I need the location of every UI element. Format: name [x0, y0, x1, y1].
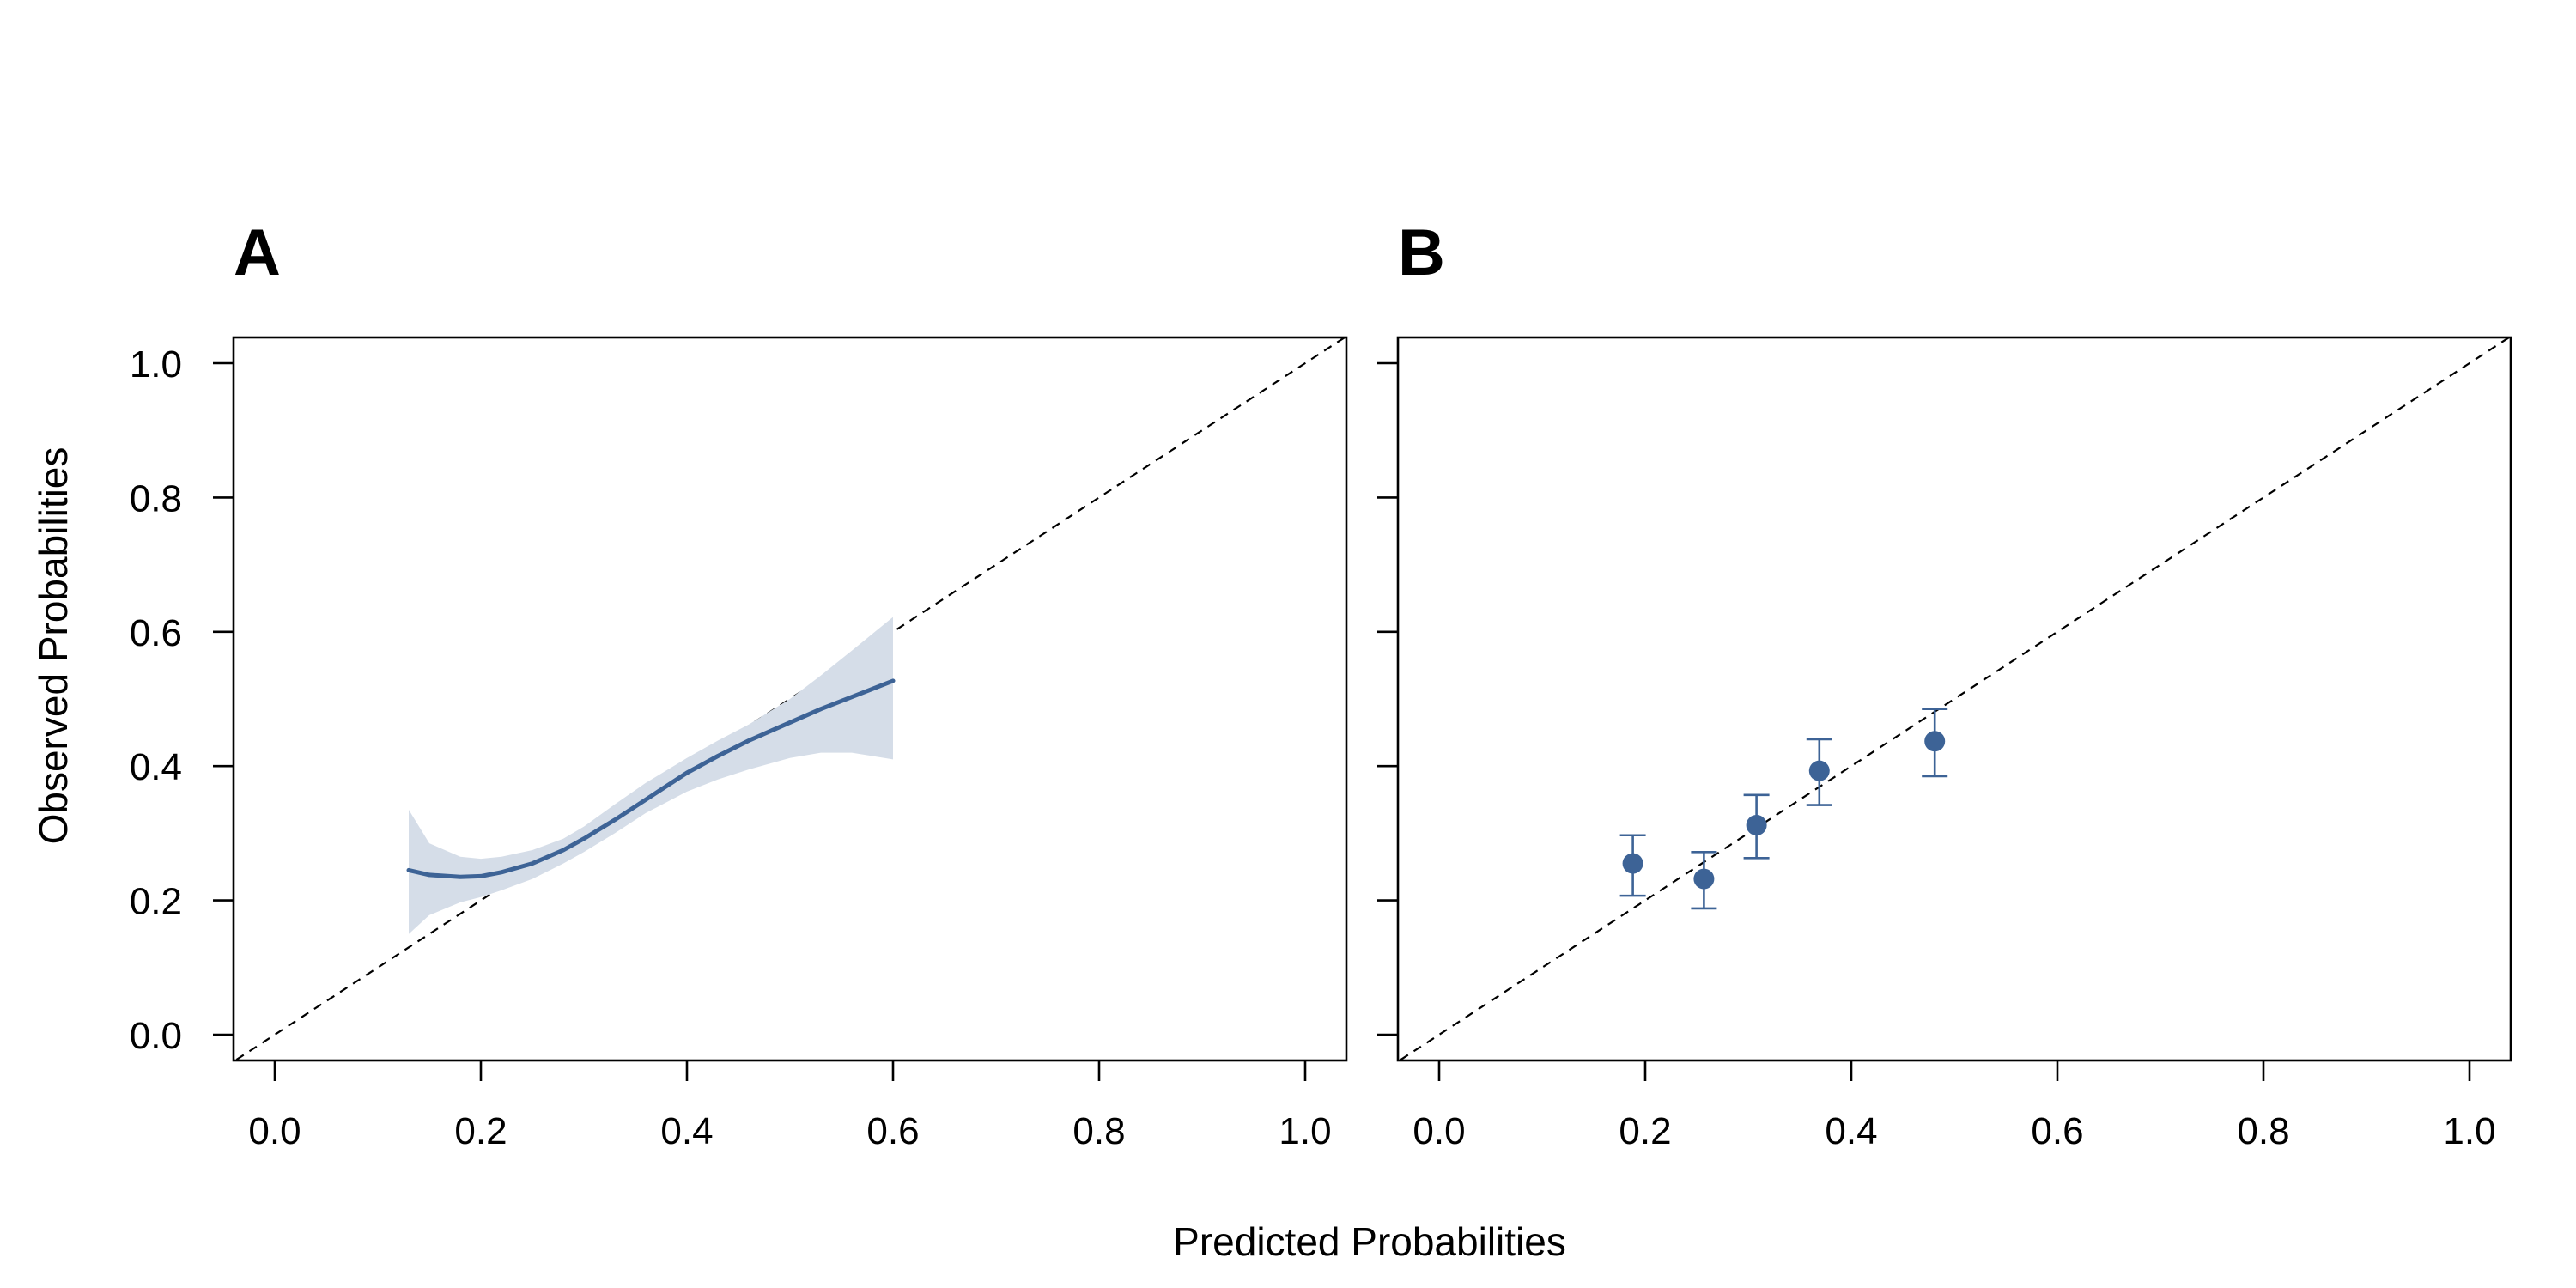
y-tick-label: 1.0 — [130, 343, 182, 386]
x-tick-label: 0.8 — [2237, 1110, 2289, 1152]
data-point-4 — [1808, 760, 1830, 781]
x-tick-label: 0.0 — [1413, 1110, 1465, 1152]
plot-frame — [232, 336, 1348, 1062]
y-tick-label: 0.2 — [130, 881, 182, 923]
panel-label-b: B — [1398, 216, 1445, 289]
x-tick-label: 0.6 — [866, 1110, 919, 1152]
reference-diagonal-line — [1398, 337, 2511, 1060]
data-point-3 — [1746, 815, 1767, 836]
x-tick-label: 1.0 — [2443, 1110, 2495, 1152]
y-axis-title: Observed Probabilities — [31, 447, 76, 845]
data-point-5 — [1924, 731, 1946, 752]
x-tick-label: 1.0 — [1279, 1110, 1331, 1152]
y-tick-label: 0.4 — [130, 746, 182, 788]
data-point-1 — [1622, 853, 1643, 874]
y-tick-label: 0.6 — [130, 612, 182, 654]
confidence-band — [409, 617, 893, 934]
x-tick-label: 0.2 — [1619, 1110, 1671, 1152]
x-tick-label: 0.6 — [2031, 1110, 2083, 1152]
plot-area-a — [234, 337, 1346, 1060]
plot-area-b — [1398, 337, 2511, 1060]
calibration-curve-line — [406, 678, 896, 879]
y-tick-label: 0.8 — [130, 477, 182, 519]
panel-label-a: A — [234, 216, 281, 289]
x-axis-title: Predicted Probabilities — [1173, 1219, 1566, 1264]
data-point-2 — [1693, 868, 1715, 890]
x-tick-label: 0.4 — [1825, 1110, 1877, 1152]
panel-a-plot: 0.0 0.2 0.4 0.6 0.8 1.0 0.0 0.2 0.4 0.6 0.8 1.0 A — [130, 216, 1348, 1152]
plot-frame — [1396, 336, 2512, 1062]
x-tick-label: 0.0 — [248, 1110, 301, 1152]
x-tick-label: 0.4 — [660, 1110, 713, 1152]
panel-b-plot: 0.0 0.2 0.4 0.6 0.8 1.0 B — [1377, 216, 2512, 1152]
x-tick-label: 0.2 — [454, 1110, 507, 1152]
y-tick-label: 0.0 — [130, 1015, 182, 1057]
x-tick-label: 0.8 — [1072, 1110, 1125, 1152]
